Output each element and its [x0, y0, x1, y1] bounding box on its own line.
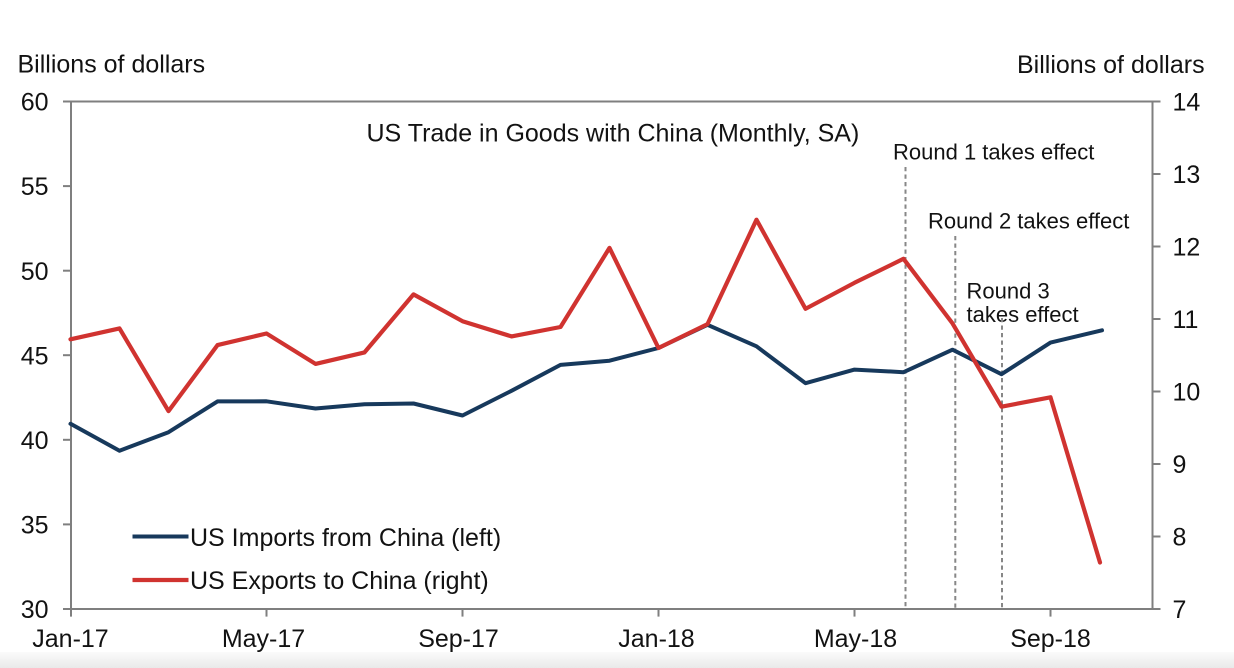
svg-text:12: 12: [1173, 234, 1201, 262]
svg-text:Billions of dollars: Billions of dollars: [1017, 51, 1205, 79]
svg-text:50: 50: [21, 258, 49, 286]
svg-text:US Imports from China (left): US Imports from China (left): [190, 524, 501, 552]
svg-text:7: 7: [1173, 596, 1187, 624]
svg-text:May-18: May-18: [814, 625, 897, 653]
svg-text:Round 3: Round 3: [967, 279, 1050, 304]
svg-text:60: 60: [21, 89, 49, 117]
svg-text:9: 9: [1173, 451, 1187, 479]
svg-text:30: 30: [21, 596, 49, 624]
svg-text:40: 40: [21, 427, 49, 455]
svg-text:May-17: May-17: [222, 625, 305, 653]
svg-text:Round 2 takes effect: Round 2 takes effect: [928, 209, 1129, 234]
svg-text:Round 1 takes effect: Round 1 takes effect: [893, 140, 1094, 165]
svg-text:10: 10: [1173, 379, 1201, 407]
svg-text:Sep-17: Sep-17: [418, 625, 499, 653]
svg-text:Sep-18: Sep-18: [1010, 625, 1091, 653]
svg-text:US Trade in Goods with China (: US Trade in Goods with China (Monthly, S…: [367, 120, 860, 148]
svg-text:takes effect: takes effect: [967, 302, 1079, 327]
svg-text:14: 14: [1173, 89, 1201, 117]
svg-text:55: 55: [21, 173, 49, 201]
svg-text:45: 45: [21, 342, 49, 370]
svg-text:US Exports to China (right): US Exports to China (right): [190, 567, 489, 595]
svg-text:11: 11: [1173, 306, 1199, 334]
svg-text:Jan-18: Jan-18: [618, 625, 694, 653]
svg-text:35: 35: [21, 512, 49, 540]
svg-text:8: 8: [1173, 524, 1187, 552]
svg-text:Jan-17: Jan-17: [32, 625, 108, 653]
svg-text:13: 13: [1173, 161, 1201, 189]
svg-text:Billions of dollars: Billions of dollars: [18, 51, 206, 79]
